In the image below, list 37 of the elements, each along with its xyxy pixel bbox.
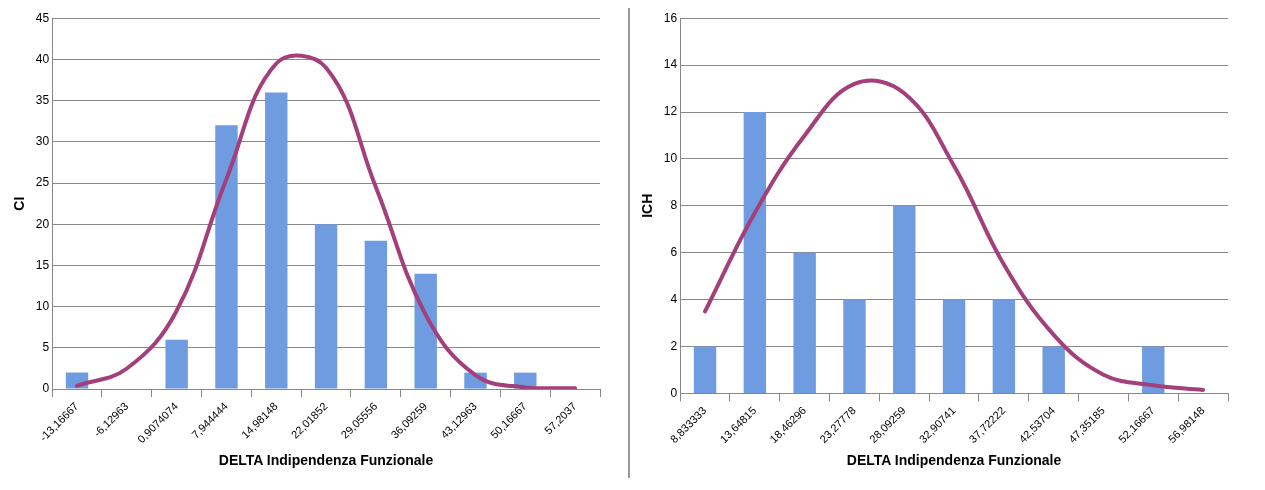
y-tick-label: 6 (670, 245, 678, 260)
y-tick-label: 40 (35, 51, 50, 66)
bar (265, 92, 288, 389)
bar (314, 224, 338, 389)
y-tick-label: 4 (670, 291, 678, 306)
bar (364, 240, 388, 389)
bar (165, 339, 188, 389)
y-tick-label: 45 (35, 10, 50, 25)
bar (992, 299, 1016, 393)
y-tick-label: 10 (663, 151, 678, 166)
bar (693, 346, 717, 393)
y-tick-label: 15 (35, 257, 50, 272)
y-tick-label: 25 (35, 175, 50, 190)
bar (942, 299, 966, 393)
y-tick-label: 10 (35, 298, 50, 313)
y-axis-title: ICH (639, 193, 656, 218)
x-axis-title: DELTA Indipendenza Funzionale (218, 452, 434, 469)
y-tick-label: 2 (670, 338, 678, 353)
y-tick-label: 0 (670, 385, 678, 400)
bar (843, 299, 866, 393)
bar (793, 252, 816, 393)
y-tick-label: 5 (42, 340, 50, 355)
y-tick-label: 35 (35, 92, 50, 107)
y-axis-title: CI (11, 196, 28, 211)
bar (414, 273, 437, 389)
bar (1042, 346, 1065, 393)
x-axis-title: DELTA Indipendenza Funzionale (846, 452, 1062, 469)
bar (893, 205, 916, 393)
bar (215, 125, 238, 389)
y-tick-label: 0 (42, 381, 50, 396)
bar (743, 112, 767, 393)
y-tick-label: 12 (663, 104, 678, 119)
y-tick-label: 20 (35, 216, 50, 231)
y-tick-label: 30 (35, 134, 50, 149)
y-tick-label: 16 (663, 10, 678, 25)
y-tick-label: 14 (663, 57, 678, 72)
y-tick-label: 8 (670, 198, 678, 213)
